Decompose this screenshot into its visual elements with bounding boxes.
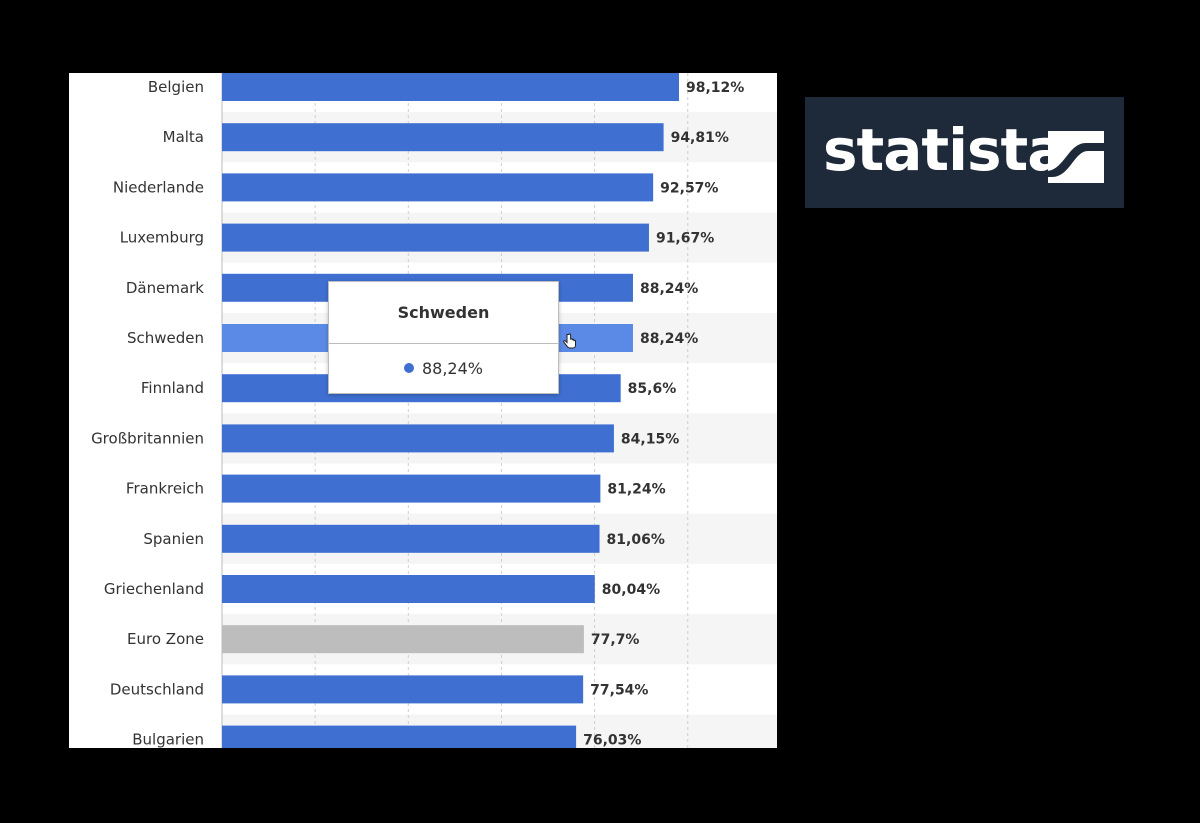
category-label: Bulgarien [132, 731, 204, 748]
category-label: Schweden [127, 329, 204, 347]
category-label: Griechenland [104, 580, 204, 598]
value-label: 81,06% [607, 532, 665, 548]
bar-3 [222, 223, 649, 252]
statista-wave-icon [1048, 131, 1104, 183]
bar-12 [222, 675, 584, 704]
bar-13 [222, 725, 577, 748]
value-label: 98,12% [686, 80, 744, 96]
value-label: 77,7% [591, 632, 640, 648]
value-label: 81,24% [607, 482, 665, 498]
bar-chart: Belgien 98,12% Malta 94,81% Niederlande 92,57… [91, 73, 777, 748]
logo-wordmark: statista [823, 116, 1066, 184]
bar-2 [222, 173, 654, 202]
category-label: Dänemark [126, 279, 204, 297]
statista-logo: statista [805, 97, 1124, 208]
value-label: 77,54% [590, 682, 648, 698]
category-label: Frankreich [126, 480, 204, 498]
value-label: 80,04% [602, 582, 660, 598]
value-label: 85,6% [628, 381, 677, 397]
bar-1 [222, 123, 664, 152]
chart-panel: Belgien 98,12% Malta 94,81% Niederlande 92,57… [69, 73, 777, 748]
value-label: 88,24% [640, 281, 698, 297]
value-label: 92,57% [660, 180, 718, 196]
tooltip-body: 88,24% [329, 344, 558, 393]
chart-tooltip: Schweden 88,24% [328, 281, 559, 394]
value-label: 91,67% [656, 231, 714, 247]
value-label: 76,03% [583, 733, 641, 748]
hand-cursor-icon [563, 333, 576, 349]
bar-0 [222, 73, 679, 101]
bar-7 [222, 424, 614, 453]
tooltip-title: Schweden [329, 282, 558, 344]
category-label: Deutschland [110, 680, 204, 698]
category-label: Spanien [143, 530, 204, 548]
value-label: 88,24% [640, 331, 698, 347]
tooltip-series-dot-icon [403, 362, 414, 373]
tooltip-value: 88,24% [421, 359, 483, 378]
category-label: Großbritannien [91, 429, 204, 447]
category-label: Finnland [141, 379, 204, 397]
category-label: Malta [163, 128, 204, 146]
value-label: 94,81% [671, 130, 729, 146]
category-label: Euro Zone [127, 630, 204, 648]
bar-9 [222, 524, 600, 553]
bar-10 [222, 575, 595, 603]
category-label: Luxemburg [120, 229, 204, 247]
category-label: Niederlande [113, 178, 204, 196]
value-label: 84,15% [621, 431, 679, 447]
bar-8 [222, 474, 601, 503]
category-label: Belgien [148, 78, 204, 96]
bar-11 [222, 625, 584, 654]
